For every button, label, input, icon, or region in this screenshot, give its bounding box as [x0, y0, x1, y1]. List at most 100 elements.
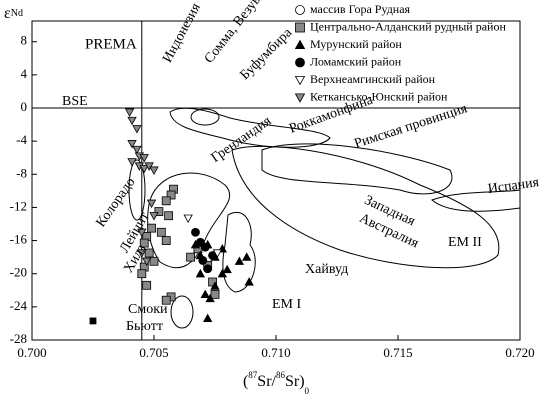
marker: [132, 145, 142, 155]
y-axis-title-part: Nd: [11, 8, 23, 19]
x-axis-title-part: Sr): [285, 373, 305, 390]
legend-marker: [295, 5, 305, 15]
legend-label: массив Гора Рудная: [310, 2, 411, 16]
annotation: Испания: [487, 175, 541, 197]
marker: [205, 293, 215, 303]
marker: [149, 256, 159, 266]
marker: [137, 249, 147, 258]
annotation: Индонезия: [160, 0, 204, 65]
marker: [203, 264, 213, 274]
marker: [212, 249, 223, 258]
marker: [166, 190, 176, 200]
marker: [217, 268, 227, 278]
marker: [195, 268, 206, 278]
outline: [222, 212, 256, 293]
y-tick-label: -28: [10, 331, 27, 346]
outline: [261, 143, 453, 195]
marker: [203, 313, 213, 323]
marker: [234, 256, 245, 265]
outline: [147, 172, 231, 269]
x-axis-title-part: 0: [305, 386, 310, 396]
marker: [161, 196, 171, 206]
y-axis-title: εNd: [4, 5, 23, 22]
y-tick-label: 0: [21, 99, 28, 114]
marker: [124, 108, 135, 117]
marker: [161, 295, 171, 305]
marker: [154, 207, 164, 216]
field-outlines: [128, 107, 521, 329]
marker: [144, 162, 154, 171]
legend-marker: [294, 76, 306, 86]
x-axis-title-part: 87: [248, 370, 258, 380]
x-tick-label: 0.710: [261, 345, 290, 360]
marker: [198, 256, 208, 265]
legend-label: Мурунский район: [310, 37, 402, 51]
annotation: Бьютт: [126, 319, 163, 334]
x-axis-title: (87Sr/86Sr)0: [243, 370, 310, 396]
x-axis-title-part: Sr/: [257, 373, 276, 390]
legend-label: Верхнеамгинский район: [310, 72, 436, 86]
annotation: Хайвуд: [305, 262, 348, 277]
marker: [161, 236, 171, 245]
annotation: ЕМ I: [272, 297, 302, 312]
outline: [128, 159, 146, 221]
marker: [210, 281, 220, 290]
annotation: PREMA: [85, 36, 137, 52]
legend-marker: [295, 57, 305, 68]
marker: [142, 257, 152, 267]
marker: [137, 228, 147, 238]
outline: [169, 107, 331, 148]
y-tick-label: 8: [21, 33, 28, 48]
y-tick-label: -20: [10, 265, 27, 280]
marker: [244, 277, 254, 286]
y-tick-label: -4: [16, 132, 27, 147]
legend-marker: [294, 93, 306, 103]
marker: [149, 212, 159, 221]
legend-marker: [294, 39, 306, 49]
x-axis-title-part: 86: [276, 370, 286, 380]
marker: [127, 140, 137, 149]
y-tick-label: -12: [10, 198, 27, 213]
marker: [139, 164, 149, 174]
marker: [146, 199, 157, 209]
y-tick-label: -16: [10, 232, 28, 247]
marker: [156, 227, 166, 237]
y-tick-label: -8: [16, 165, 27, 180]
plot-frame: [31, 20, 521, 341]
marker: [242, 252, 252, 261]
marker: [183, 214, 193, 224]
marker: [200, 289, 210, 299]
outline: [190, 108, 220, 126]
annotation: BSE: [62, 94, 88, 109]
marker: [139, 238, 149, 248]
marker: [127, 116, 137, 126]
marker: [147, 223, 156, 233]
marker: [200, 242, 210, 252]
marker: [144, 248, 154, 258]
legend-marker: [295, 22, 305, 33]
x-tick-label: 0.715: [383, 345, 412, 360]
annotation: Буфумбира: [237, 25, 295, 83]
annotation: Гренландия: [209, 113, 275, 166]
marker: [127, 158, 137, 167]
marker: [139, 154, 149, 163]
marker: [137, 269, 147, 279]
marker: [89, 317, 97, 325]
marker: [191, 227, 200, 237]
x-tick-label: 0.700: [17, 345, 46, 360]
legend-label: Центрально-Алданский рудный район: [310, 19, 506, 33]
x-axis-title-part: (: [243, 373, 248, 390]
y-axis-title-part: ε: [4, 5, 11, 22]
marker: [132, 125, 142, 134]
marker: [210, 290, 220, 299]
marker: [149, 166, 159, 175]
legend-label: Ломамский район: [310, 54, 402, 68]
legend-label: Кеткансько-Юнский район: [310, 89, 448, 103]
annotation: Смоки: [128, 302, 168, 317]
annotation: ЕМ II: [448, 235, 482, 250]
y-tick-label: -24: [10, 298, 28, 313]
marker: [186, 252, 196, 262]
x-tick-label: 0.705: [139, 345, 168, 360]
x-tick-label: 0.720: [505, 345, 534, 360]
